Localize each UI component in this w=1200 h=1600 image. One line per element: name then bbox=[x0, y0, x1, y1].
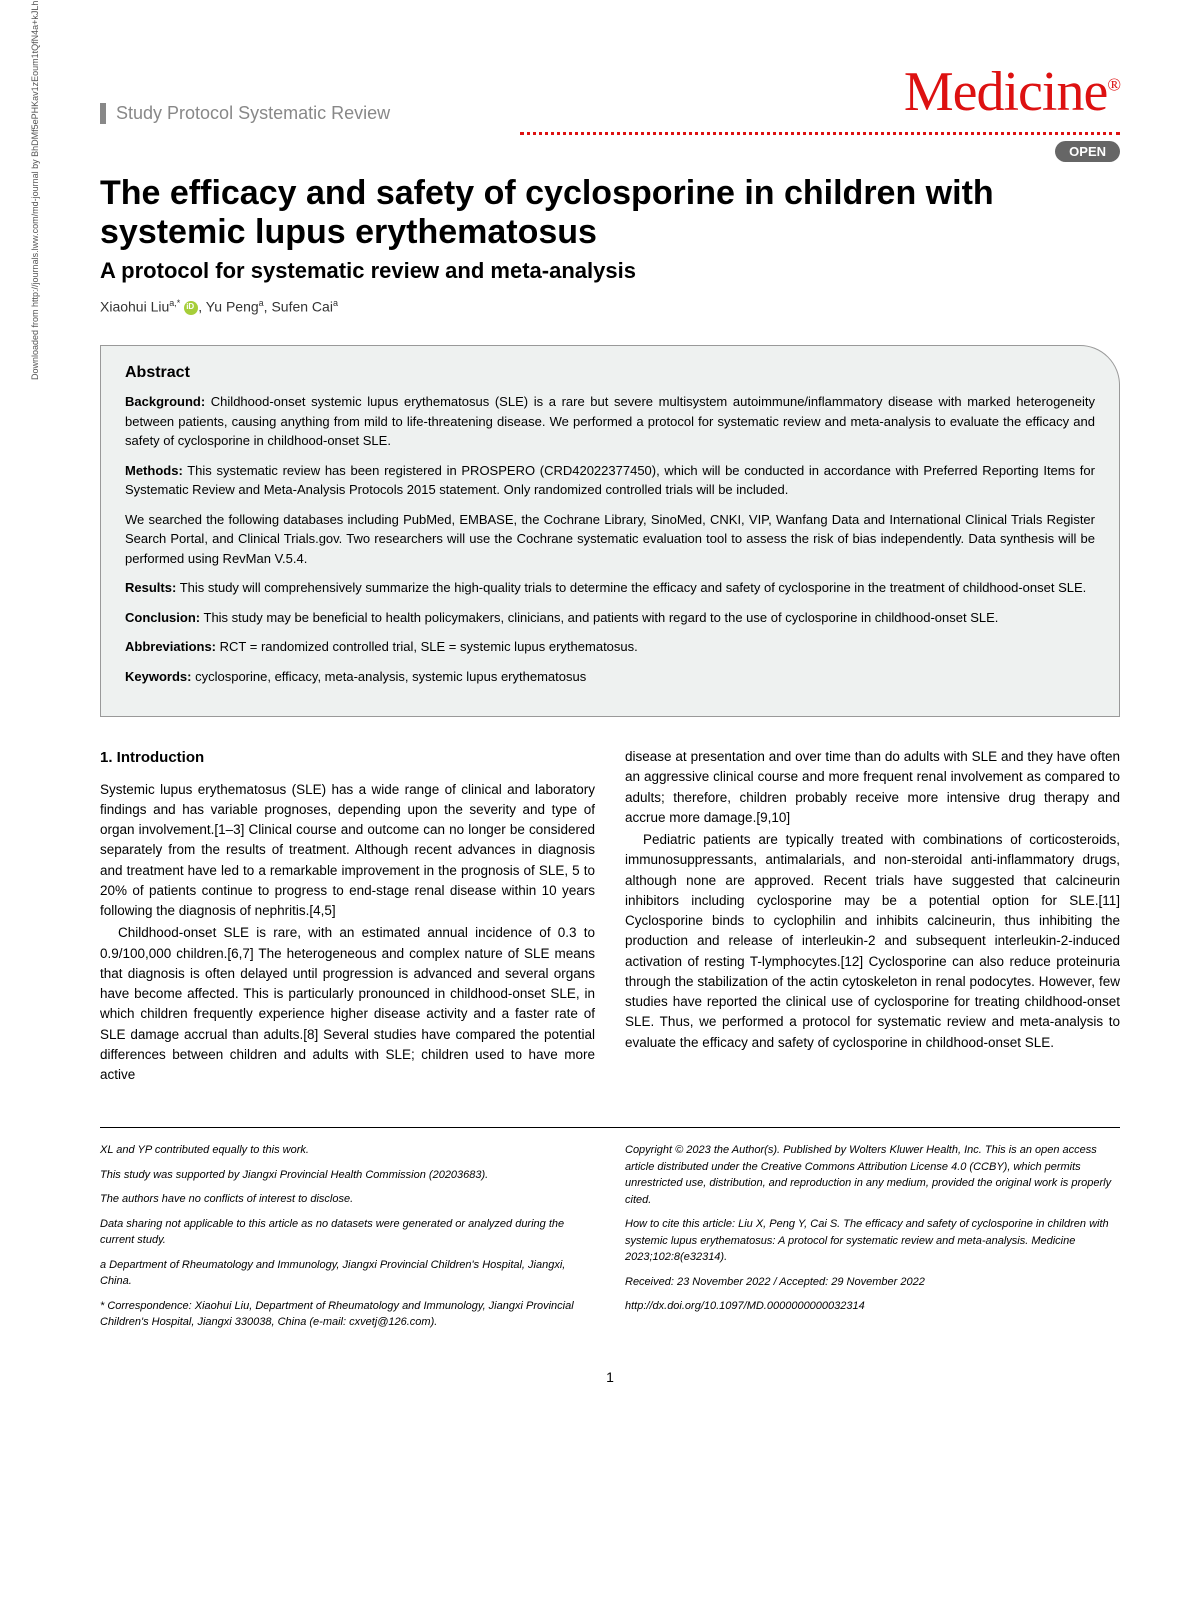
abstract-box: Abstract Background: Childhood-onset sys… bbox=[100, 345, 1120, 717]
footer-dates: Received: 23 November 2022 / Accepted: 2… bbox=[625, 1274, 1120, 1291]
abstract-background: Background: Childhood-onset systemic lup… bbox=[125, 392, 1095, 451]
body-columns: 1. Introduction Systemic lupus erythemat… bbox=[100, 747, 1120, 1087]
download-watermark: Downloaded from http://journals.lww.com/… bbox=[30, 0, 40, 380]
footer-right: Copyright © 2023 the Author(s). Publishe… bbox=[625, 1142, 1120, 1339]
right-column: disease at presentation and over time th… bbox=[625, 747, 1120, 1087]
footer-columns: XL and YP contributed equally to this wo… bbox=[100, 1142, 1120, 1339]
intro-p1: Systemic lupus erythematosus (SLE) has a… bbox=[100, 780, 595, 922]
footer-funding: This study was supported by Jiangxi Prov… bbox=[100, 1167, 595, 1184]
authors-line: Xiaohui Liua,* , Yu Penga, Sufen Caia bbox=[100, 298, 1120, 315]
abstract-abbrev: Abbreviations: RCT = randomized controll… bbox=[125, 637, 1095, 657]
footer-contrib: XL and YP contributed equally to this wo… bbox=[100, 1142, 595, 1159]
abstract-heading: Abstract bbox=[125, 364, 1095, 382]
footer-copyright: Copyright © 2023 the Author(s). Publishe… bbox=[625, 1142, 1120, 1208]
page-number: 1 bbox=[100, 1369, 1120, 1385]
footer-doi: http://dx.doi.org/10.1097/MD.00000000000… bbox=[625, 1298, 1120, 1315]
footer-data: Data sharing not applicable to this arti… bbox=[100, 1216, 595, 1249]
intro-p3: disease at presentation and over time th… bbox=[625, 747, 1120, 828]
footer-coi: The authors have no conflicts of interes… bbox=[100, 1191, 595, 1208]
intro-p4: Pediatric patients are typically treated… bbox=[625, 830, 1120, 1053]
section-label: Study Protocol Systematic Review bbox=[100, 103, 390, 124]
left-column: 1. Introduction Systemic lupus erythemat… bbox=[100, 747, 595, 1087]
article-subtitle: A protocol for systematic review and met… bbox=[100, 258, 1120, 284]
abstract-conclusion: Conclusion: This study may be beneficial… bbox=[125, 608, 1095, 628]
dotted-divider bbox=[520, 132, 1120, 135]
footer-left: XL and YP contributed equally to this wo… bbox=[100, 1142, 595, 1339]
abstract-methods1: Methods: This systematic review has been… bbox=[125, 461, 1095, 500]
footer-divider bbox=[100, 1127, 1120, 1128]
footer-corresp: * Correspondence: Xiaohui Liu, Departmen… bbox=[100, 1298, 595, 1331]
intro-heading: 1. Introduction bbox=[100, 747, 595, 770]
open-access-badge: OPEN bbox=[1055, 141, 1120, 162]
footer-affil: a Department of Rheumatology and Immunol… bbox=[100, 1257, 595, 1290]
orcid-icon bbox=[184, 301, 198, 315]
abstract-methods2: We searched the following databases incl… bbox=[125, 510, 1095, 569]
intro-p2: Childhood-onset SLE is rare, with an est… bbox=[100, 923, 595, 1085]
abstract-keywords: Keywords: cyclosporine, efficacy, meta-a… bbox=[125, 667, 1095, 687]
abstract-results: Results: This study will comprehensively… bbox=[125, 578, 1095, 598]
article-title: The efficacy and safety of cyclosporine … bbox=[100, 174, 1120, 252]
footer-citation: How to cite this article: Liu X, Peng Y,… bbox=[625, 1216, 1120, 1266]
header-row: Study Protocol Systematic Review Medicin… bbox=[100, 60, 1120, 124]
journal-logo: Medicine® bbox=[904, 60, 1120, 124]
